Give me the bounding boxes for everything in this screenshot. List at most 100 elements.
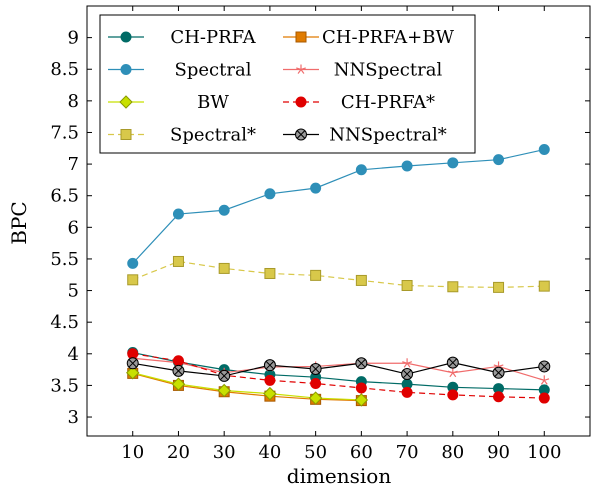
- series-line: [132, 372, 362, 401]
- data-point: [218, 204, 230, 216]
- legend-marker: [120, 64, 132, 75]
- data-point: [538, 360, 551, 373]
- legend-marker: [295, 31, 307, 43]
- y-tick-label: 7: [68, 154, 79, 175]
- x-tick-label: 10: [121, 442, 144, 463]
- y-tick-label: 9: [68, 28, 79, 49]
- data-point: [446, 356, 459, 369]
- data-point: [172, 255, 184, 267]
- x-tick-label: 100: [527, 442, 561, 463]
- series-spectral: [127, 144, 550, 269]
- data-point: [447, 389, 459, 401]
- data-point: [401, 368, 414, 381]
- series-nnspectral-star: [126, 356, 551, 382]
- data-point: [447, 281, 459, 293]
- series-line: [132, 351, 545, 391]
- legend: CH-PRFA CH-PRFA+BW Spectral NNSpectral BW CH-…: [99, 14, 476, 154]
- x-tick-label: 90: [487, 442, 510, 463]
- y-tick-label: 8: [68, 91, 79, 112]
- data-point: [354, 393, 369, 407]
- legend-item: BW: [108, 92, 229, 113]
- y-tick-label: 5.5: [50, 249, 79, 270]
- y-axis-label: BPC: [7, 201, 31, 244]
- series-line: [132, 353, 545, 399]
- y-tick-label: 6: [68, 217, 79, 238]
- data-point: [172, 208, 184, 220]
- legend-item: Spectral: [108, 60, 252, 81]
- legend-item: CH-PRFA+BW: [283, 27, 454, 48]
- data-point: [127, 257, 139, 269]
- legend-marker: [295, 96, 307, 108]
- x-tick-label: 60: [350, 442, 373, 463]
- series-ch-prfa-bw: [127, 367, 367, 407]
- y-tick-label: 5: [68, 281, 79, 302]
- legend-label: CH-PRFA: [170, 27, 256, 48]
- plot-frame: [86, 5, 591, 437]
- data-point: [308, 391, 323, 405]
- legend-item: Spectral*: [108, 125, 256, 146]
- legend-item: CH-PRFA: [108, 27, 257, 48]
- data-point: [172, 355, 184, 367]
- y-tick-label: 3: [68, 407, 79, 428]
- data-point: [310, 378, 322, 390]
- data-point: [493, 154, 505, 166]
- data-point: [126, 366, 140, 380]
- legend-label: Spectral*: [170, 125, 256, 146]
- legend-label: CH-PRFA*: [341, 92, 435, 113]
- data-point: [539, 375, 550, 385]
- data-point: [126, 357, 139, 370]
- legend-box: [99, 14, 476, 154]
- data-point: [217, 383, 231, 398]
- data-point: [402, 358, 413, 368]
- legend-label: NNSpectral: [334, 60, 443, 81]
- legend-marker: [296, 64, 306, 74]
- data-point: [127, 274, 139, 286]
- data-point: [263, 386, 277, 401]
- data-point: [538, 392, 550, 404]
- data-point: [447, 157, 459, 169]
- series-spectral-star: [127, 255, 550, 293]
- data-point: [264, 374, 276, 386]
- y-tick-label: 8.5: [50, 59, 79, 80]
- legend-label: Spectral: [175, 60, 252, 81]
- series-line: [132, 362, 545, 377]
- data-point: [355, 382, 367, 394]
- series-line: [132, 372, 362, 402]
- x-tick-label: 80: [441, 442, 464, 463]
- y-tick-label: 4.5: [50, 312, 79, 333]
- y-tick-label: 4: [68, 344, 79, 365]
- x-tick-label: 70: [396, 442, 419, 463]
- series-layer: [126, 144, 551, 407]
- data-point: [493, 281, 505, 293]
- data-point: [447, 367, 458, 378]
- y-tick-label: 6.5: [50, 186, 79, 207]
- data-point: [264, 188, 276, 200]
- series-line: [132, 148, 545, 264]
- x-tick-label: 50: [304, 442, 327, 463]
- data-point: [172, 364, 185, 377]
- data-point: [355, 164, 367, 176]
- x-tick-label: 20: [167, 442, 190, 463]
- axes-layer: 3 3.5 4 4.5 5 5.5 6 6.5 7 7.5 8 8.5 9 10 20 30 40 50 60 70 8…: [50, 5, 591, 463]
- legend-label: NNSpectral*: [329, 125, 446, 146]
- data-point: [264, 267, 276, 279]
- data-point: [218, 262, 230, 274]
- data-point: [263, 359, 276, 372]
- series-bw: [126, 366, 369, 407]
- data-point: [309, 362, 322, 375]
- data-point: [355, 357, 368, 370]
- legend-item: NNSpectral*: [283, 125, 447, 146]
- data-point: [401, 386, 413, 398]
- data-point: [401, 160, 413, 172]
- legend-marker: [120, 31, 132, 43]
- y-tick-label: 7.5: [50, 122, 79, 143]
- data-point: [493, 391, 505, 403]
- data-point: [310, 269, 322, 281]
- data-point: [310, 182, 322, 194]
- legend-marker: [119, 95, 133, 109]
- y-tick-label: 3.5: [50, 375, 79, 396]
- legend-marker: [120, 129, 132, 140]
- data-point: [401, 280, 413, 291]
- data-point: [355, 274, 367, 286]
